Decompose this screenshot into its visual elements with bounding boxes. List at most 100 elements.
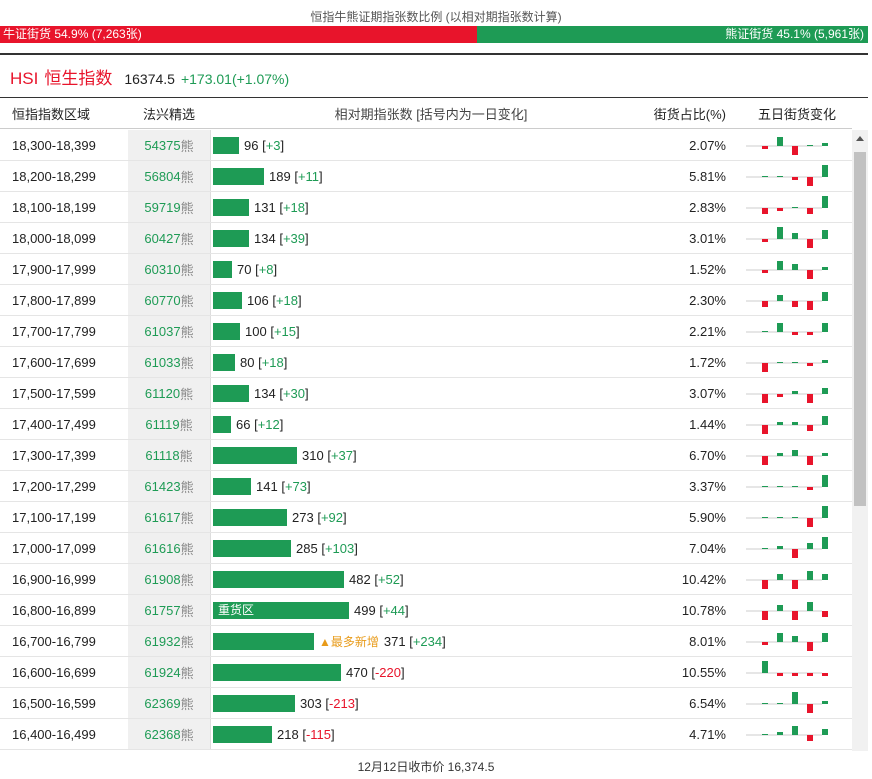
warrant-link[interactable]: 61616 熊	[128, 533, 210, 563]
range-cell: 16,800-16,899	[12, 602, 96, 618]
sparkline-bar	[777, 673, 783, 676]
one-day-change: +30	[282, 385, 305, 401]
warrant-link[interactable]: 61924 熊	[128, 657, 210, 687]
contracts-count: 470	[346, 664, 368, 680]
sparkline-bar	[807, 208, 813, 214]
sparkline-chart	[746, 360, 828, 372]
warrant-code[interactable]: 61120	[144, 385, 181, 401]
range-cell: 17,000-17,099	[12, 540, 96, 556]
sparkline-chart	[746, 450, 828, 465]
sparkline-bar	[792, 332, 798, 335]
table-row: 17,100-17,199 61617 熊 273 [+92] 5.90%	[0, 502, 852, 533]
one-day-change: +8	[258, 261, 274, 277]
sparkline-bar	[777, 605, 783, 611]
warrant-code[interactable]: 61757	[144, 602, 181, 618]
warrant-code[interactable]: 56804	[144, 168, 181, 184]
table-header: 恒指指数区域 法兴精选 相对期指张数 [括号内为一日变化] 街货占比(%) 五日…	[0, 98, 852, 129]
contracts-cell: 285 [+103]	[210, 533, 652, 563]
warrant-link[interactable]: 62368 熊	[128, 719, 210, 749]
contracts-label: 66 [+12]	[236, 416, 284, 432]
warrant-link[interactable]: 61932 熊	[128, 626, 210, 656]
sparkline-bar	[822, 611, 828, 617]
warrant-link[interactable]: 61118 熊	[128, 440, 210, 470]
one-day-change: +39	[282, 230, 305, 246]
sparkline-bar	[822, 292, 828, 301]
vertical-scrollbar[interactable]	[852, 130, 868, 751]
warrant-code[interactable]: 60427	[144, 230, 181, 246]
sparkline-chart	[746, 506, 828, 527]
warrant-link[interactable]: 61617 熊	[128, 502, 210, 532]
range-cell: 17,100-17,199	[12, 509, 96, 525]
warrant-code[interactable]: 61118	[145, 447, 180, 463]
sparkline-bar	[807, 239, 813, 248]
warrant-code[interactable]: 61617	[144, 509, 181, 525]
warrant-code[interactable]: 62369	[144, 695, 181, 711]
bear-share-segment: 熊证街货 45.1% (5,961张)	[477, 26, 868, 43]
warrant-link[interactable]: 61423 熊	[128, 471, 210, 501]
closing-price-note: 12月12日收市价 16,374.5	[357, 760, 495, 774]
contracts-count: 134	[254, 230, 276, 246]
warrant-code[interactable]: 59719	[144, 199, 181, 215]
scroll-up-button[interactable]	[852, 130, 868, 146]
warrant-link[interactable]: 61120 熊	[128, 378, 210, 408]
warrant-code[interactable]: 61924	[144, 664, 181, 680]
contracts-bar	[213, 570, 344, 588]
share-cell: 3.01%	[689, 230, 726, 246]
warrant-link[interactable]: 60427 熊	[128, 223, 210, 253]
sparkline-bar	[777, 227, 783, 239]
warrant-link[interactable]: 59719 熊	[128, 192, 210, 222]
bull-share-segment: 牛证街货 54.9% (7,263张)	[0, 26, 477, 43]
sparkline-chart	[746, 388, 828, 403]
warrant-code[interactable]: 61037	[144, 323, 181, 339]
one-day-change: +11	[297, 168, 320, 184]
warrant-code[interactable]: 62368	[144, 726, 181, 742]
sparkline-chart	[746, 323, 828, 335]
range-cell: 16,500-16,599	[12, 695, 96, 711]
contracts-cell: 131 [+18]	[210, 192, 652, 222]
warrant-link[interactable]: 56804 熊	[128, 161, 210, 191]
contracts-bar	[213, 260, 232, 278]
warrant-link[interactable]: 61033 熊	[128, 347, 210, 377]
sparkline-bar	[822, 537, 828, 549]
table-row: 17,300-17,399 61118 熊 310 [+37] 6.70%	[0, 440, 852, 471]
scroll-thumb[interactable]	[854, 152, 866, 506]
warrant-code[interactable]: 61616	[144, 540, 181, 556]
sparkline-bar	[777, 486, 783, 487]
sparkline-bar	[777, 394, 783, 397]
warrant-link[interactable]: 60310 熊	[128, 254, 210, 284]
warrant-code[interactable]: 61119	[145, 416, 180, 432]
warrant-link[interactable]: 61037 熊	[128, 316, 210, 346]
warrant-code[interactable]: 54375	[144, 137, 181, 153]
warrant-link[interactable]: 60770 熊	[128, 285, 210, 315]
warrant-code[interactable]: 61423	[144, 478, 181, 494]
index-name[interactable]: 恒生指数	[44, 69, 113, 88]
warrant-type: 熊	[180, 541, 194, 557]
warrant-link[interactable]: 61757 熊	[128, 595, 210, 625]
table-row: 16,900-16,999 61908 熊 482 [+52] 10.42%	[0, 564, 852, 595]
sparkline-bar	[777, 261, 783, 270]
contracts-label: 80 [+18]	[240, 354, 288, 370]
sparkline-bar	[762, 331, 768, 332]
five-day-sparkline	[742, 688, 852, 718]
contracts-bar	[213, 136, 239, 154]
contracts-count: 273	[292, 509, 314, 525]
contracts-bar	[213, 725, 272, 743]
warrant-code[interactable]: 61932	[144, 633, 181, 649]
sparkline-bar	[762, 456, 768, 465]
sparkline-bar	[762, 363, 768, 372]
warrant-link[interactable]: 61908 熊	[128, 564, 210, 594]
table-row: 18,100-18,199 59719 熊 131 [+18] 2.83%	[0, 192, 852, 223]
warrant-type: 熊	[179, 417, 193, 433]
warrant-link[interactable]: 61119 熊	[128, 409, 210, 439]
warrant-code[interactable]: 60770	[144, 292, 181, 308]
share-cell: 3.37%	[689, 478, 726, 494]
warrant-code[interactable]: 61033	[144, 354, 181, 370]
warrant-link[interactable]: 54375 熊	[128, 130, 210, 160]
table-row: 18,300-18,399 54375 熊 96 [+3] 2.07%	[0, 130, 852, 161]
share-cell: 2.21%	[689, 323, 726, 339]
warrant-code[interactable]: 61908	[144, 571, 181, 587]
sparkline-bar	[792, 486, 798, 487]
warrant-code[interactable]: 60310	[144, 261, 181, 277]
index-code[interactable]: HSI	[10, 69, 39, 88]
warrant-link[interactable]: 62369 熊	[128, 688, 210, 718]
